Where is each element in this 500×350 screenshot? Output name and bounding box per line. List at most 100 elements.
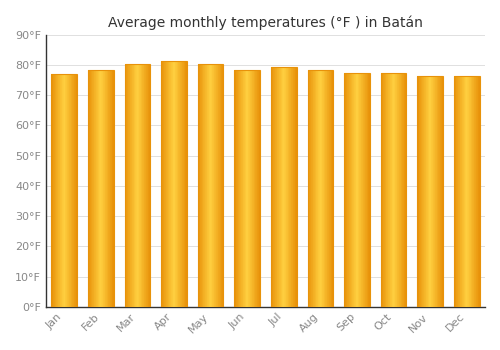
Bar <box>185 61 186 307</box>
Bar <box>222 64 224 307</box>
Bar <box>478 76 479 307</box>
Bar <box>61 74 62 307</box>
Bar <box>177 61 178 307</box>
Bar <box>178 61 179 307</box>
Bar <box>420 76 421 307</box>
Bar <box>75 74 76 307</box>
Bar <box>215 64 216 307</box>
Bar <box>211 64 212 307</box>
Bar <box>235 70 236 307</box>
Bar <box>271 68 272 307</box>
Bar <box>274 68 275 307</box>
Bar <box>423 76 424 307</box>
Bar <box>318 70 319 307</box>
Bar <box>282 68 283 307</box>
Bar <box>221 64 222 307</box>
Bar <box>59 74 60 307</box>
Bar <box>367 72 368 307</box>
Bar <box>430 76 432 307</box>
Bar <box>213 64 214 307</box>
Bar <box>462 76 463 307</box>
Bar <box>132 64 133 307</box>
Bar <box>182 61 183 307</box>
Bar <box>212 64 213 307</box>
Bar <box>237 70 238 307</box>
Bar <box>91 70 92 307</box>
Bar <box>176 61 177 307</box>
Bar <box>71 74 72 307</box>
Bar <box>244 70 245 307</box>
Bar <box>428 76 429 307</box>
Bar <box>63 74 64 307</box>
Bar <box>88 70 114 307</box>
Bar <box>403 73 404 307</box>
Bar <box>258 70 260 307</box>
Bar <box>111 70 112 307</box>
Bar <box>99 70 100 307</box>
Bar <box>386 73 387 307</box>
Bar <box>421 76 422 307</box>
Bar <box>366 72 367 307</box>
Bar <box>205 64 206 307</box>
Bar <box>316 70 317 307</box>
Bar <box>148 64 149 307</box>
Bar <box>286 68 287 307</box>
Bar <box>220 64 221 307</box>
Bar <box>170 61 172 307</box>
Bar <box>68 74 70 307</box>
Bar <box>308 70 309 307</box>
Bar <box>250 70 251 307</box>
Bar <box>62 74 63 307</box>
Bar <box>234 70 235 307</box>
Bar <box>400 73 401 307</box>
Bar <box>110 70 111 307</box>
Bar <box>112 70 113 307</box>
Bar <box>127 64 128 307</box>
Bar <box>288 68 289 307</box>
Bar <box>64 74 65 307</box>
Bar <box>427 76 428 307</box>
Bar <box>396 73 398 307</box>
Bar <box>147 64 148 307</box>
Bar <box>214 64 215 307</box>
Bar <box>310 70 312 307</box>
Bar <box>217 64 218 307</box>
Bar <box>476 76 477 307</box>
Bar <box>385 73 386 307</box>
Bar <box>360 72 361 307</box>
Bar <box>199 64 200 307</box>
Bar <box>422 76 423 307</box>
Bar <box>390 73 391 307</box>
Bar <box>460 76 461 307</box>
Bar <box>55 74 56 307</box>
Bar <box>166 61 167 307</box>
Bar <box>239 70 240 307</box>
Bar <box>312 70 314 307</box>
Bar <box>56 74 57 307</box>
Bar <box>105 70 106 307</box>
Bar <box>356 72 357 307</box>
Bar <box>459 76 460 307</box>
Bar <box>326 70 328 307</box>
Bar <box>349 72 350 307</box>
Bar <box>145 64 146 307</box>
Bar <box>131 64 132 307</box>
Bar <box>107 70 108 307</box>
Bar <box>358 72 359 307</box>
Bar <box>388 73 389 307</box>
Bar <box>426 76 427 307</box>
Bar <box>351 72 352 307</box>
Bar <box>58 74 59 307</box>
Bar <box>365 72 366 307</box>
Bar <box>289 68 290 307</box>
Bar <box>461 76 462 307</box>
Bar <box>344 72 345 307</box>
Bar <box>133 64 134 307</box>
Bar <box>317 70 318 307</box>
Bar <box>418 76 419 307</box>
Bar <box>393 73 394 307</box>
Bar <box>473 76 474 307</box>
Bar <box>60 74 61 307</box>
Bar <box>128 64 129 307</box>
Bar <box>321 70 322 307</box>
